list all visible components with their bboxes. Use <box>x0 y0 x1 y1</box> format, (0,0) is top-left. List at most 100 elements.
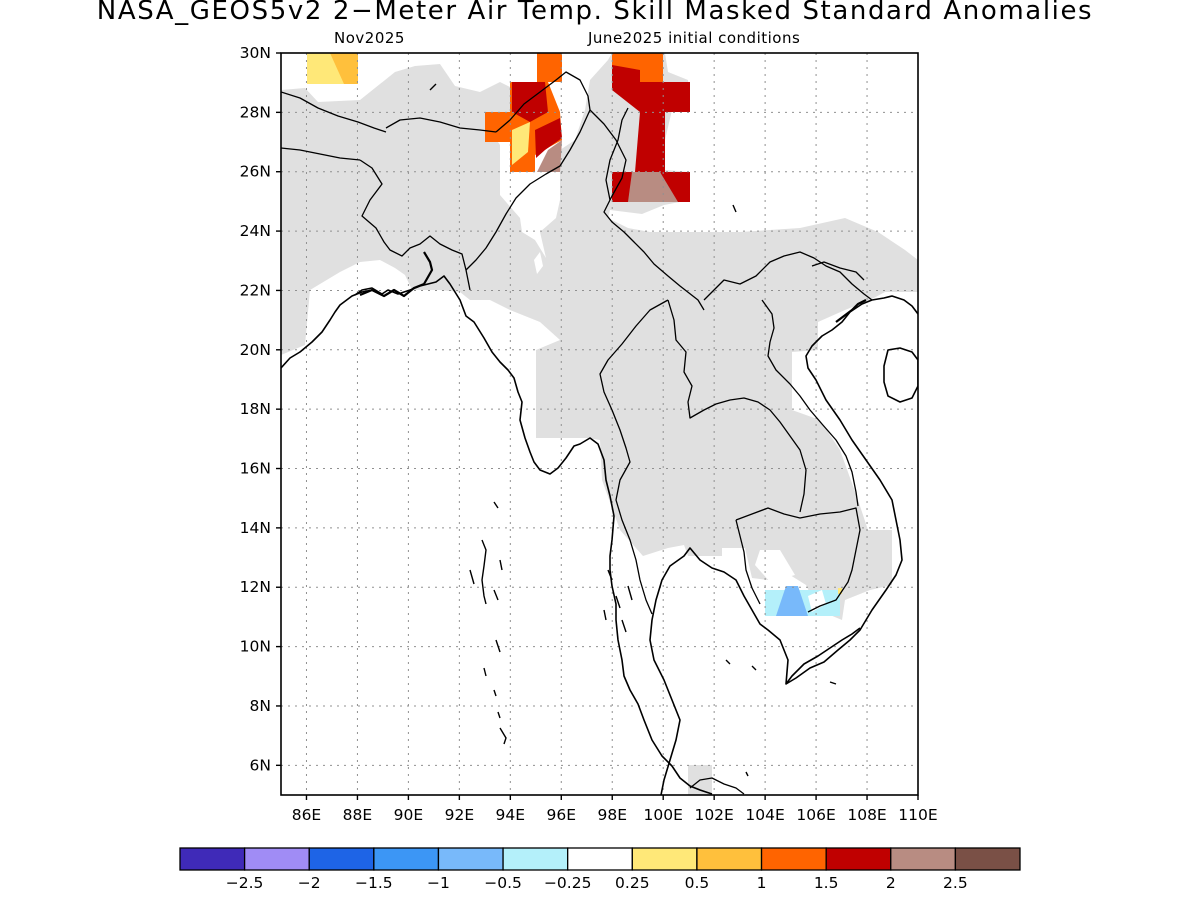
lat-tick-label: 14N <box>240 519 271 537</box>
india-north-border <box>281 147 361 161</box>
map-frame <box>280 52 919 796</box>
cambodia-border <box>735 507 861 613</box>
lat-tick-label: 12N <box>240 578 271 596</box>
lat-tick-label: 28N <box>240 103 271 121</box>
bhutan-border <box>385 117 497 133</box>
unmasked-hole <box>534 252 543 274</box>
colorbar-swatch <box>308 847 375 871</box>
islands <box>429 83 837 777</box>
little-andaman <box>483 559 503 677</box>
patch-cambodia-blue <box>776 586 808 616</box>
masked-region <box>281 53 918 620</box>
borders <box>281 71 873 795</box>
colorbar-labels: −2.5 −2 −1.5 −1 −0.5 −0.25 0.25 0.5 1 1.5 2 2.5 <box>226 874 968 892</box>
bangladesh-border <box>359 159 471 291</box>
lon-tick-label: 94E <box>496 806 526 824</box>
lon-tick-label: 102E <box>694 806 733 824</box>
lat-tick-label: 6N <box>250 756 271 774</box>
gulf-of-thailand-coast <box>649 295 918 795</box>
lat-tick-label: 30N <box>240 44 271 62</box>
patch-yunnan-red <box>612 65 690 202</box>
colorbar-swatch <box>696 847 763 871</box>
colorbar-swatch <box>437 847 504 871</box>
colorbar-swatch <box>567 847 633 871</box>
lat-tick-label: 10N <box>240 638 271 656</box>
colorbar-label: 1 <box>757 874 767 892</box>
lon-tick-label: 98E <box>597 806 627 824</box>
longitude-axis: 86E 88E 90E 92E 94E 96E 98E 100E 102E 104E 106E 108… <box>292 795 938 824</box>
colorbar-label: −0.25 <box>544 874 592 892</box>
sundarbans <box>359 251 434 298</box>
nicobar-islands <box>493 689 507 745</box>
patch-assam-red-2 <box>535 118 562 158</box>
india-myanmar-border <box>465 71 591 271</box>
mergui-archipelago <box>603 569 633 633</box>
lat-tick-label: 24N <box>240 222 271 240</box>
forecast-month: Nov2025 <box>334 29 405 47</box>
patch-assam-yellow <box>512 122 530 165</box>
colorbar-swatch <box>502 847 569 871</box>
lon-tick-label: 100E <box>644 806 683 824</box>
colorbar-label: 1.5 <box>814 874 839 892</box>
colorbar-label: 0.5 <box>685 874 710 892</box>
lon-tick-label: 90E <box>394 806 424 824</box>
lon-tick-label: 108E <box>847 806 886 824</box>
latitude-axis: 30N 28N 26N 24N 22N 20N 18N 16N 14N 12N 10N 8N 6N <box>240 44 281 774</box>
lon-tick-label: 88E <box>343 806 373 824</box>
colorbar-swatch <box>631 847 698 871</box>
lat-tick-label: 18N <box>240 400 271 418</box>
patch-nw-orange <box>330 53 358 84</box>
lon-tick-label: 110E <box>898 806 937 824</box>
lon-tick-label: 104E <box>745 806 784 824</box>
colorbar-label: −2.5 <box>226 874 264 892</box>
myanmar-thailand-border <box>599 299 669 615</box>
laos-border <box>703 251 873 301</box>
ganges-delta-coast <box>354 275 713 795</box>
coastlines <box>281 251 918 795</box>
colorbar-swatch <box>825 847 892 871</box>
initial-conditions-label: June2025 initial conditions <box>588 29 801 47</box>
lon-tick-label: 96E <box>547 806 577 824</box>
lon-tick-label: 92E <box>445 806 475 824</box>
map-title: NASA_GEOS5v2 2−Meter Air Temp. Skill Mas… <box>96 0 1094 26</box>
patch-cambodia-white <box>808 590 826 612</box>
cambodia-thailand-border <box>735 519 761 605</box>
colorbar-swatch <box>373 847 440 871</box>
thai-malay-border <box>689 777 745 795</box>
bay-island <box>429 83 499 509</box>
colorbar-swatch <box>179 847 246 871</box>
lon-tick-label: 86E <box>292 806 322 824</box>
colorbar-swatch <box>954 847 1021 871</box>
myanmar-china-border <box>589 109 705 311</box>
laos-vietnam-border <box>761 299 859 507</box>
colorbar-swatch <box>243 847 310 871</box>
andaman-islands <box>469 539 499 605</box>
laos-thailand-border <box>667 299 807 513</box>
hainan <box>883 347 918 403</box>
lat-tick-label: 8N <box>250 697 271 715</box>
colorbar-label: −0.5 <box>484 874 522 892</box>
colorbar-label: −2 <box>298 874 321 892</box>
lat-tick-label: 20N <box>240 341 271 359</box>
colorbar <box>179 847 1021 871</box>
colorbar-label: 2.5 <box>943 874 968 892</box>
anomaly-layer <box>307 53 842 616</box>
lon-tick-label: 106E <box>796 806 835 824</box>
gulf-islands <box>725 204 837 777</box>
nepal-border <box>281 91 387 133</box>
vietnam-north-border <box>811 261 865 281</box>
tibet-china <box>605 107 629 201</box>
colorbar-swatch <box>890 847 957 871</box>
colorbar-label: 2 <box>886 874 896 892</box>
patch-assam-brown <box>537 140 562 172</box>
mekong-delta <box>785 627 861 685</box>
patch-yunnan-brown <box>628 172 678 202</box>
red-river-delta <box>835 299 867 323</box>
lat-tick-label: 16N <box>240 460 271 478</box>
colorbar-swatch <box>760 847 827 871</box>
lat-tick-label: 26N <box>240 163 271 181</box>
colorbar-label: −1 <box>427 874 450 892</box>
colorbar-label: −1.5 <box>355 874 393 892</box>
colorbar-label: 0.25 <box>615 874 650 892</box>
